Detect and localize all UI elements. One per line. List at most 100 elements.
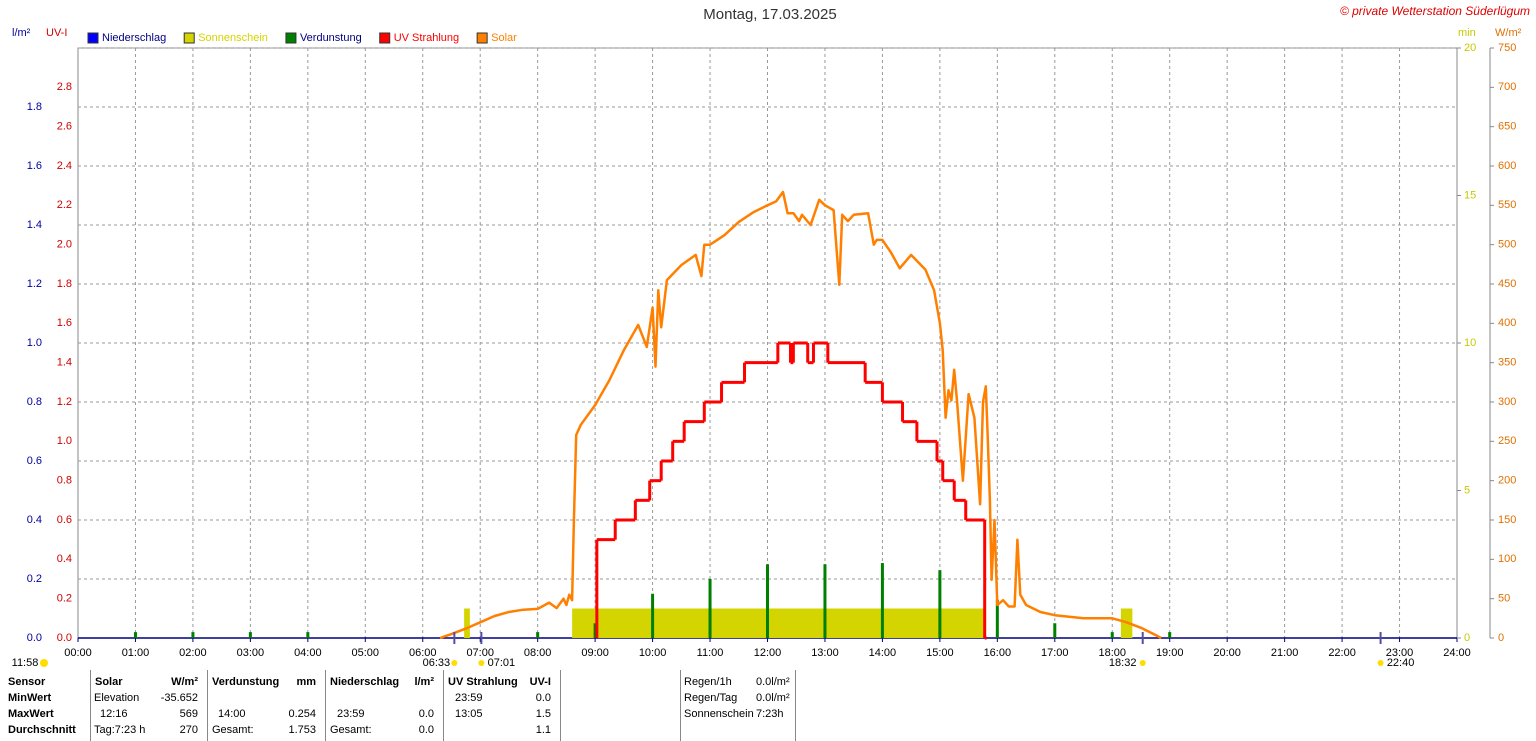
y-tick-label: 1.2 [27,278,42,290]
sun-event-label: 07:01 [488,657,516,669]
y-tick-label: 0.6 [27,455,42,467]
x-tick-label: 07:00 [466,647,494,659]
cell: 12:16 [100,708,128,720]
evaporation-bar [1110,632,1114,638]
evaporation-bar [708,579,712,638]
y-tick-label: 2.2 [57,199,72,211]
x-tick-label: 05:00 [352,647,380,659]
chart-title: Montag, 17.03.2025 [703,6,836,23]
y-tick-label: 1.0 [57,435,72,447]
x-tick-label: 12:00 [754,647,782,659]
y-tick-label: 10 [1464,337,1476,349]
header: Verdunstung [212,676,280,688]
cell: Gesamt: [330,724,372,736]
sun-icon [40,659,48,667]
evaporation-bar [536,632,540,638]
y-tick-label: 600 [1498,160,1516,172]
header: Sensor [8,676,46,688]
y-tick-label: 700 [1498,81,1516,93]
y-tick-label: 0.4 [27,514,42,526]
y-tick-label: 1.2 [57,396,72,408]
y-tick-label: 550 [1498,199,1516,211]
separator [207,670,208,741]
y-tick-label: 2.8 [57,81,72,93]
x-tick-label: 20:00 [1213,647,1241,659]
axis-title: l/m² [12,27,31,39]
y-tick-label: 0.0 [27,632,42,644]
row-label: MaxWert [8,708,54,720]
cell: 0.0 [418,708,434,720]
x-tick-label: 06:00 [409,647,437,659]
legend-swatch [87,32,99,44]
summary-label: Sonnenschein [684,708,754,720]
evaporation-bar [823,564,827,638]
x-tick-label: 01:00 [122,647,150,659]
separator [795,670,796,741]
x-tick-label: 00:00 [64,647,92,659]
axis-title: min [1458,27,1476,39]
cell: 14:00 [218,708,246,720]
header: W/m² [171,676,198,688]
legend-swatch [183,32,195,44]
y-tick-label: 500 [1498,239,1516,251]
legend-label: Solar [491,32,517,44]
y-tick-label: 2.4 [57,160,72,172]
evaporation-bar [938,570,942,638]
evaporation-bar [995,599,999,638]
y-tick-label: 450 [1498,278,1516,290]
y-tick-label: 20 [1464,42,1476,54]
y-tick-label: 15 [1464,189,1476,201]
separator [680,670,681,741]
cell: 0.254 [288,708,316,720]
row-label: MinWert [8,692,52,704]
evaporation-bar [133,632,137,638]
sunshine-bar [464,608,470,638]
legend-label: Verdunstung [300,32,362,44]
sun-event-icon [1377,660,1384,666]
y-tick-label: 650 [1498,121,1516,133]
y-tick-label: 0.2 [27,573,42,585]
cell: 270 [179,724,198,736]
row-label: Durchschnitt [8,724,76,736]
y-tick-label: 750 [1498,42,1516,54]
y-tick-label: 250 [1498,435,1516,447]
cell: 1.753 [288,724,316,736]
y-tick-label: 2.6 [57,121,72,133]
y-tick-label: 1.8 [57,278,72,290]
cell: 23:59 [455,692,483,704]
y-tick-label: 0.8 [27,396,42,408]
copyright: © private Wetterstation Süderlügum [1340,4,1530,18]
y-tick-label: 1.0 [27,337,42,349]
y-tick-label: 1.4 [27,219,42,231]
evaporation-bar [1053,623,1057,638]
cell: 1.1 [535,724,551,736]
cell: 1.5 [535,708,551,720]
header: UV Strahlung [448,676,518,688]
summary-value: 7:23h [756,708,784,720]
y-tick-label: 150 [1498,514,1516,526]
cell: Tag:7:23 h [94,724,146,736]
x-tick-label: 13:00 [811,647,839,659]
x-tick-label: 11:00 [697,647,724,659]
x-tick-label: 17:00 [1041,647,1069,659]
sun-event-icon [451,660,458,666]
y-tick-label: 0 [1464,632,1470,644]
summary-label: Regen/1h [684,676,732,688]
x-tick-label: 02:00 [179,647,207,659]
y-tick-label: 300 [1498,396,1516,408]
separator [443,670,444,741]
y-tick-label: 100 [1498,553,1516,565]
y-tick-label: 1.4 [57,357,72,369]
header: mm [296,676,316,688]
evaporation-bar [191,632,195,638]
x-tick-label: 23:00 [1386,647,1414,659]
legend-swatch [379,32,391,44]
x-tick-label: 22:00 [1328,647,1356,659]
y-tick-label: 2.0 [57,239,72,251]
chart: Montag, 17.03.2025 © private Wetterstati… [12,4,1530,669]
x-tick-label: 14:00 [869,647,897,659]
sunshine-bar [572,608,985,638]
evaporation-bar [248,632,252,638]
sun-event-label: 18:32 [1109,657,1137,669]
x-tick-label: 10:00 [639,647,667,659]
